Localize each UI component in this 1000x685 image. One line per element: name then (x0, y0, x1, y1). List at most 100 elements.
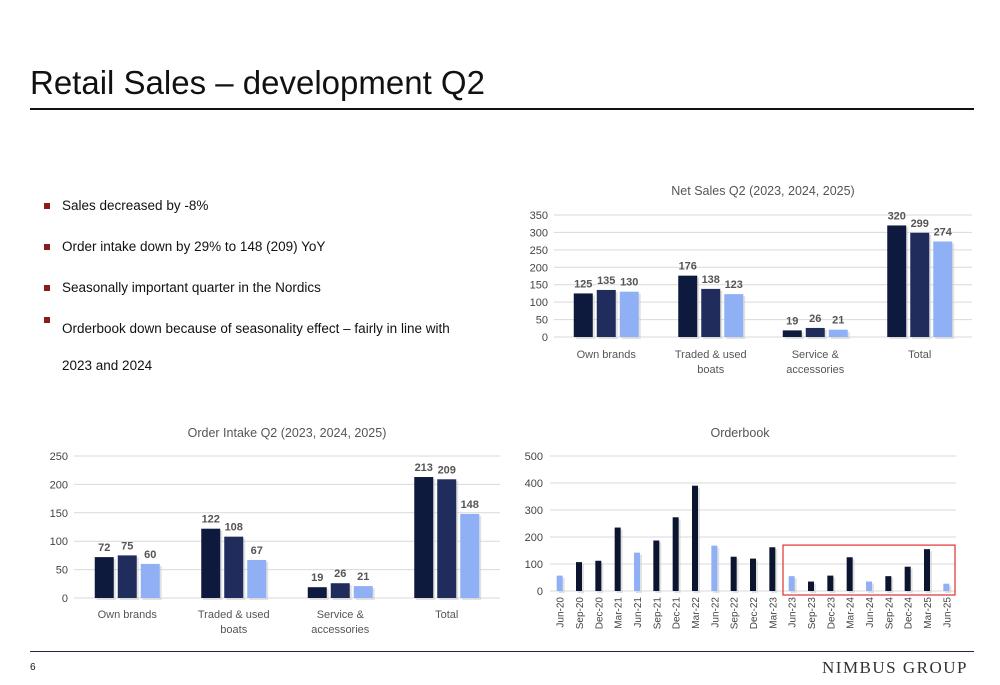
bar (692, 485, 698, 591)
y-tick-label: 300 (525, 505, 543, 517)
data-label: 148 (461, 499, 479, 511)
y-tick-label: 200 (530, 262, 548, 274)
data-label: 125 (574, 278, 592, 290)
x-tick-label: Mar-23 (768, 597, 779, 629)
bullet-item: Sales decreased by -8% (44, 196, 474, 216)
x-tick-label: Mar-22 (691, 597, 702, 629)
highlight-box (782, 544, 956, 596)
data-label: 26 (334, 568, 346, 580)
bullet-marker (44, 285, 50, 291)
bullet-item: Seasonally important quarter in the Nord… (44, 278, 474, 298)
data-label: 138 (702, 274, 720, 286)
bullet-list: Sales decreased by -8% Order intake down… (44, 196, 474, 405)
bar (330, 583, 350, 598)
bullet-marker (44, 317, 50, 323)
category-label: boats (697, 364, 724, 376)
data-label: 213 (415, 462, 433, 474)
bar (307, 587, 327, 598)
bar (887, 225, 907, 337)
order-intake-chart: Order Intake Q2 (2023, 2024, 2025) 0 50 100… (30, 420, 500, 645)
y-tick-label: 50 (56, 565, 68, 577)
x-tick-label: Jun-20 (556, 597, 567, 628)
y-tick-label: 100 (530, 297, 548, 309)
bar (885, 576, 892, 591)
y-tick-label: 200 (50, 479, 68, 491)
page-number: 6 (30, 662, 36, 673)
data-label: 274 (934, 226, 953, 238)
x-tick-label: Jun-23 (788, 597, 799, 628)
bullet-text: Seasonally important quarter in the Nord… (62, 280, 321, 295)
bar (750, 558, 756, 591)
bar (846, 557, 853, 591)
data-label: 108 (225, 522, 243, 534)
chart-title: Order Intake Q2 (2023, 2024, 2025) (188, 426, 387, 440)
bullet-marker (44, 203, 50, 209)
category-label: Traded & used (675, 349, 747, 361)
bar (730, 556, 737, 591)
x-tick-label: Sep-21 (652, 597, 663, 630)
category-label: accessories (786, 364, 845, 376)
y-tick-label: 400 (525, 478, 543, 490)
x-tick-label: Mar-21 (614, 597, 625, 629)
y-tick-label: 150 (530, 280, 548, 292)
bar (353, 586, 373, 598)
x-tick-label: Sep-23 (807, 597, 818, 630)
x-tick-label: Sep-24 (884, 597, 895, 630)
data-label: 299 (911, 218, 929, 230)
y-tick-label: 50 (536, 315, 548, 327)
category-label: Own brands (98, 609, 158, 621)
x-tick-label: Jun-24 (865, 597, 876, 628)
bar (866, 581, 872, 591)
bar (614, 527, 621, 591)
bar (460, 513, 480, 598)
data-label: 67 (251, 545, 263, 557)
bar (596, 289, 616, 337)
category-label: boats (220, 624, 247, 636)
company-logo: NIMBUS GROUP (822, 658, 968, 677)
bar (827, 575, 834, 591)
chart-title: Net Sales Q2 (2023, 2024, 2025) (671, 184, 854, 198)
bar (414, 477, 434, 598)
data-label: 209 (438, 464, 456, 476)
bar (437, 479, 457, 598)
bar (595, 560, 602, 591)
y-tick-label: 100 (525, 559, 543, 571)
category-label: Service & (317, 609, 365, 621)
y-tick-label: 250 (50, 451, 68, 463)
data-label: 122 (202, 514, 220, 526)
bar (653, 540, 660, 591)
data-label: 123 (725, 279, 743, 291)
category-label: Own brands (577, 349, 637, 361)
y-tick-label: 100 (50, 536, 68, 548)
bar (634, 552, 640, 591)
bar (94, 557, 114, 598)
bar (576, 562, 582, 591)
bullet-marker (44, 244, 50, 250)
bullet-text: Orderbook down because of seasonality ef… (62, 321, 450, 373)
net-sales-chart: Net Sales Q2 (2023, 2024, 2025) 0 50 100 150… (510, 178, 980, 378)
y-tick-label: 200 (525, 532, 543, 544)
bar (573, 293, 593, 337)
y-tick-label: 0 (62, 593, 68, 605)
category-label: Service & (792, 349, 840, 361)
data-label: 72 (98, 542, 110, 554)
data-label: 19 (311, 572, 323, 584)
data-label: 19 (786, 315, 798, 327)
category-label: Total (435, 609, 458, 621)
bar (904, 566, 911, 591)
bar (788, 576, 795, 591)
bar (724, 294, 744, 337)
category-label: Traded & used (198, 609, 270, 621)
chart-title: Orderbook (710, 426, 770, 440)
bar (140, 563, 160, 598)
bar (701, 288, 721, 337)
orderbook-chart: Orderbook 0 100 200 300 400 500 Jun-20 Sep-20 Dec… (510, 420, 980, 632)
y-tick-label: 0 (542, 332, 548, 344)
bar (808, 581, 814, 591)
title-divider (30, 108, 974, 110)
category-label: Total (908, 349, 931, 361)
x-tick-label: Sep-20 (575, 597, 586, 630)
y-tick-label: 300 (530, 227, 548, 239)
bar (247, 559, 267, 598)
bullet-text: Order intake down by 29% to 148 (209) Yo… (62, 239, 326, 254)
